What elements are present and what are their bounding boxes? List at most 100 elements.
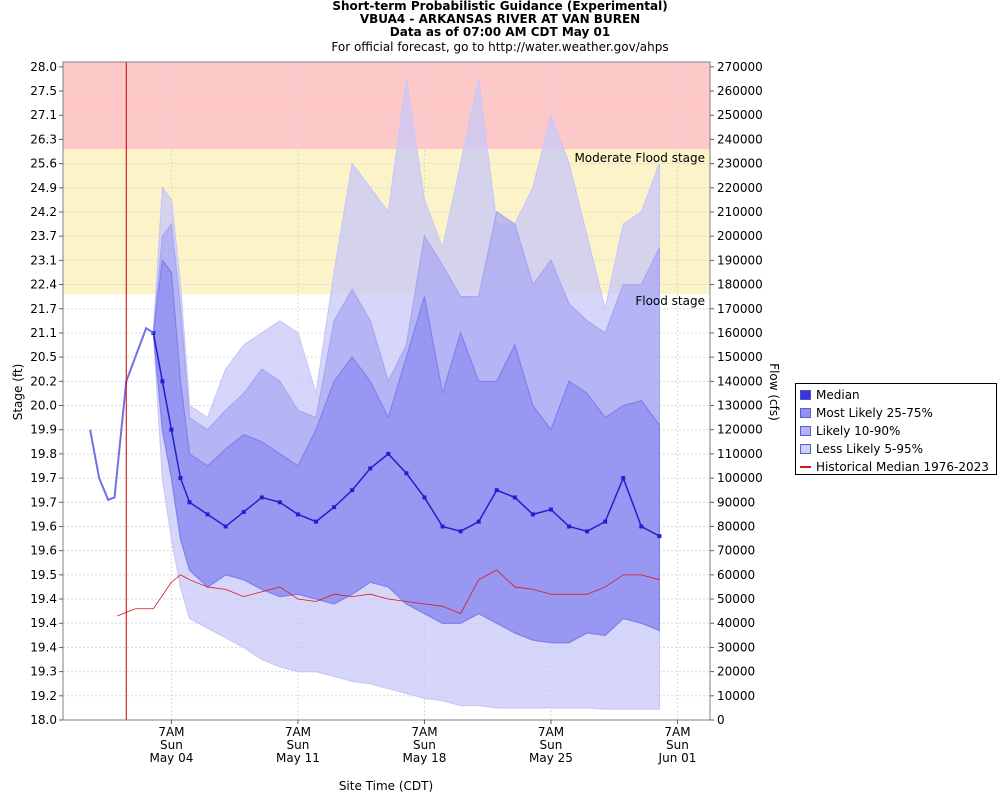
x-tick-label: 7AM — [411, 725, 437, 739]
x-tick-label: Sun — [540, 738, 563, 752]
median-point — [585, 529, 590, 534]
observed-line — [89, 326, 154, 502]
flow-tick-label: 100000 — [717, 471, 763, 485]
stage-tick-label: 20.0 — [30, 399, 57, 413]
median-point — [548, 507, 553, 512]
stage-tick-label: 19.6 — [30, 519, 57, 533]
flow-tick-label: 150000 — [717, 350, 763, 364]
x-tick-label: 7AM — [158, 725, 184, 739]
flow-tick-label: 170000 — [717, 302, 763, 316]
plot-area — [63, 62, 710, 721]
median-point — [404, 471, 409, 476]
flow-tick-label: 220000 — [717, 181, 763, 195]
median-point — [332, 505, 337, 510]
legend-item-25-75: Most Likely 25-75% — [800, 404, 996, 422]
legend-swatch-historical — [800, 466, 811, 468]
x-tick-label: 7AM — [664, 725, 690, 739]
x-tick-label: Sun — [413, 738, 436, 752]
stage-tick-label: 26.3 — [30, 132, 57, 146]
flow-tick-label: 60000 — [717, 568, 755, 582]
flow-tick-label: 180000 — [717, 278, 763, 292]
median-point — [178, 476, 183, 481]
x-tick-label: May 04 — [149, 751, 193, 765]
stage-tick-label: 20.2 — [30, 374, 57, 388]
legend-item-historical: Historical Median 1976-2023 — [800, 458, 996, 476]
flow-tick-label: 250000 — [717, 108, 763, 122]
x-tick-label: 7AM — [285, 725, 311, 739]
flow-tick-label: 190000 — [717, 253, 763, 267]
legend-label: Most Likely 25-75% — [816, 406, 933, 420]
stage-tick-label: 20.5 — [30, 350, 57, 364]
median-point — [187, 500, 192, 505]
flow-tick-label: 130000 — [717, 399, 763, 413]
median-point — [169, 427, 174, 432]
legend-label: Median — [816, 388, 860, 402]
stage-tick-label: 19.5 — [30, 568, 57, 582]
legend-item-median: Median — [800, 386, 996, 404]
plot-frame — [62, 61, 711, 721]
legend-swatch-25-75 — [800, 408, 811, 418]
axes: 18.0 0 19.2 10000 19.3 20000 19.4 30000 19.4 4000… — [30, 60, 763, 765]
stage-tick-label: 24.9 — [30, 181, 57, 195]
median-point — [422, 495, 427, 500]
median-point — [657, 534, 662, 539]
median-point — [639, 524, 644, 529]
y-axis-label: Stage (ft) — [11, 364, 25, 421]
flow-tick-label: 10000 — [717, 689, 755, 703]
chart-title-block: Short-term Probabilistic Guidance (Exper… — [0, 0, 1000, 55]
legend-item-5-95: Less Likely 5-95% — [800, 440, 996, 458]
median-point — [476, 519, 481, 524]
stage-tick-label: 23.7 — [30, 229, 57, 243]
stage-tick-label: 21.7 — [30, 302, 57, 316]
median-point — [368, 466, 373, 471]
moderate-flood-label: Moderate Flood stage — [574, 151, 705, 165]
flow-tick-label: 30000 — [717, 640, 755, 654]
stage-tick-label: 28.0 — [30, 60, 57, 74]
stage-tick-label: 24.2 — [30, 205, 57, 219]
legend-swatch-median — [800, 390, 811, 400]
flow-tick-label: 230000 — [717, 157, 763, 171]
median-point — [241, 509, 246, 514]
stage-tick-label: 19.7 — [30, 471, 57, 485]
stage-tick-label: 27.1 — [30, 108, 57, 122]
flow-tick-label: 70000 — [717, 544, 755, 558]
flow-tick-label: 140000 — [717, 374, 763, 388]
median-point — [259, 495, 264, 500]
chart-official-link: For official forecast, go to http://wate… — [331, 40, 669, 54]
median-point — [314, 519, 319, 524]
flow-tick-label: 90000 — [717, 495, 755, 509]
stage-tick-label: 19.4 — [30, 640, 57, 654]
y2-axis-label: Flow (cfs) — [767, 363, 781, 421]
flood-stage-label: Flood stage — [635, 294, 705, 308]
median-point — [205, 512, 210, 517]
stage-tick-label: 22.4 — [30, 278, 57, 292]
chart-legend: Median Most Likely 25-75% Likely 10-90% … — [795, 383, 997, 475]
x-tick-label: May 25 — [529, 751, 573, 765]
median-point — [386, 451, 391, 456]
x-tick-label: May 11 — [276, 751, 320, 765]
x-tick-label: Sun — [287, 738, 310, 752]
median-point — [277, 500, 282, 505]
stage-tick-label: 25.6 — [30, 157, 57, 171]
median-point — [458, 529, 463, 534]
median-point — [530, 512, 535, 517]
stage-tick-label: 19.6 — [30, 544, 57, 558]
stage-tick-label: 19.4 — [30, 616, 57, 630]
flow-tick-label: 200000 — [717, 229, 763, 243]
flow-tick-label: 210000 — [717, 205, 763, 219]
median-point — [160, 379, 165, 384]
flow-tick-label: 240000 — [717, 132, 763, 146]
band-25-75 — [152, 258, 660, 644]
stage-tick-label: 19.7 — [30, 495, 57, 509]
flow-tick-label: 80000 — [717, 519, 755, 533]
flow-tick-label: 20000 — [717, 665, 755, 679]
stage-tick-label: 19.4 — [30, 592, 57, 606]
median-point — [567, 524, 572, 529]
legend-label: Less Likely 5-95% — [816, 442, 923, 456]
legend-label: Likely 10-90% — [816, 424, 901, 438]
legend-swatch-5-95 — [800, 444, 811, 454]
x-tick-label: Jun 01 — [658, 751, 697, 765]
median-point — [350, 488, 355, 493]
moderate-flood-band — [63, 62, 710, 150]
